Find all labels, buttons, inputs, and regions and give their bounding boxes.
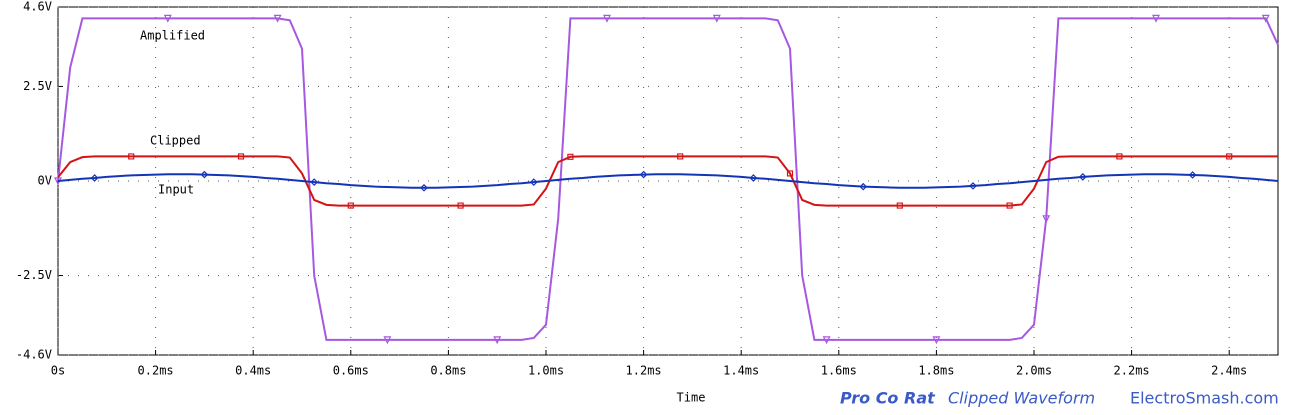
point-marker	[712, 14, 721, 23]
point-marker	[969, 182, 977, 190]
point-marker	[639, 170, 648, 179]
series-line	[57, 173, 1279, 189]
point-marker	[273, 14, 282, 23]
point-marker	[383, 336, 392, 345]
y-tick-label: -4.6V	[16, 348, 52, 362]
point-marker	[567, 153, 574, 160]
x-tick-label: 0.6ms	[333, 364, 369, 378]
y-tick-label: 2.5V	[23, 79, 52, 93]
x-tick-label: 2.4ms	[1211, 364, 1247, 378]
series-label: Input	[158, 183, 194, 197]
point-marker	[1226, 153, 1233, 160]
point-marker	[677, 153, 684, 160]
point-marker	[1078, 172, 1087, 181]
x-tick-label: 1.6ms	[821, 364, 857, 378]
point-marker	[749, 174, 758, 182]
x-tick-label: 1.8ms	[918, 364, 954, 378]
series-label: Amplified	[140, 29, 205, 43]
point-marker	[493, 336, 502, 345]
point-marker	[603, 14, 611, 23]
x-tick-label: 2.2ms	[1114, 364, 1150, 378]
series-line	[57, 155, 1278, 207]
x-tick-label: 0.8ms	[430, 364, 466, 378]
x-tick-label: 0.2ms	[138, 364, 174, 378]
point-marker	[237, 153, 245, 160]
x-tick-label: 1.4ms	[723, 364, 759, 378]
point-marker	[1116, 153, 1123, 160]
footer-title: Pro Co Rat	[840, 389, 936, 408]
x-tick-label: 0s	[51, 364, 65, 378]
y-tick-label: 0V	[38, 174, 52, 188]
footer-source: ElectroSmash.com	[1130, 389, 1279, 408]
series-label: Clipped	[150, 134, 201, 148]
x-tick-label: 1.0ms	[528, 364, 564, 378]
point-marker	[420, 183, 428, 192]
point-marker	[1152, 14, 1160, 23]
point-marker	[1042, 215, 1051, 224]
x-tick-label: 1.2ms	[626, 364, 662, 378]
point-marker	[128, 153, 135, 160]
x-axis-label: Time	[677, 391, 706, 405]
point-marker	[163, 14, 172, 23]
point-marker	[200, 170, 209, 179]
point-marker	[1261, 14, 1270, 23]
y-tick-label: -2.5V	[16, 268, 52, 282]
footer-subtitle: Clipped Waveform	[948, 389, 1095, 408]
point-marker	[90, 174, 99, 182]
point-marker	[310, 178, 319, 186]
y-tick-label: 4.6V	[23, 0, 52, 14]
point-marker	[347, 202, 354, 209]
x-tick-label: 0.4ms	[235, 364, 271, 378]
point-marker	[822, 336, 831, 345]
point-marker	[1188, 171, 1197, 179]
series-line	[57, 17, 1279, 341]
point-marker	[529, 178, 538, 186]
point-marker	[896, 202, 903, 209]
point-marker	[786, 170, 794, 177]
x-tick-label: 2.0ms	[1016, 364, 1052, 378]
point-marker	[932, 336, 941, 345]
point-marker	[859, 182, 868, 191]
point-marker	[1006, 202, 1013, 209]
point-marker	[457, 202, 464, 209]
